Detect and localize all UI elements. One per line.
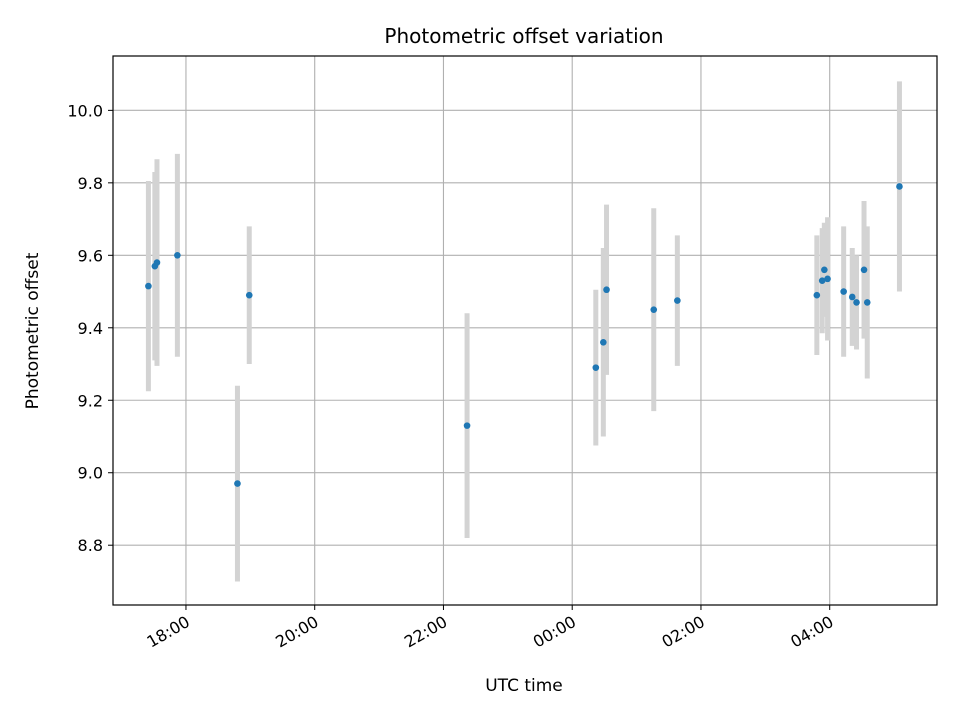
- data-point: [863, 299, 871, 306]
- chart-title: Photometric offset variation: [384, 24, 663, 48]
- y-axis-ticks: 8.8 9.0 9.2 9.4 9.6 9.8 10.0: [67, 101, 113, 555]
- data-point: [824, 275, 831, 283]
- data-point: [153, 259, 161, 266]
- data-point: [818, 277, 826, 284]
- data-point: [234, 480, 241, 487]
- y-tick-label: 9.4: [78, 319, 103, 338]
- data-point: [821, 266, 828, 274]
- data-point: [840, 288, 847, 295]
- plot-frame: [112, 55, 938, 606]
- y-tick-label: 9.2: [78, 391, 103, 410]
- data-point: [145, 282, 152, 290]
- y-axis-label: Photometric offset: [23, 252, 43, 409]
- data-point: [174, 252, 181, 259]
- data-point: [603, 286, 610, 294]
- data-points: [145, 183, 903, 487]
- data-point: [853, 299, 860, 306]
- y-tick-label: 9.6: [78, 246, 103, 265]
- data-point: [674, 297, 681, 304]
- y-tick-label: 10.0: [67, 101, 103, 120]
- x-axis-label: UTC time: [485, 676, 563, 696]
- y-tick-label: 9.0: [78, 464, 103, 483]
- y-tick-label: 9.8: [78, 174, 103, 193]
- data-point: [860, 266, 868, 274]
- y-tick-label: 8.8: [78, 536, 103, 555]
- data-point: [848, 293, 856, 301]
- data-point: [896, 183, 903, 190]
- data-point: [245, 291, 253, 299]
- data-point: [813, 291, 821, 299]
- data-point: [600, 338, 607, 346]
- data-point: [592, 364, 600, 371]
- data-point: [650, 306, 658, 313]
- data-point: [463, 422, 471, 429]
